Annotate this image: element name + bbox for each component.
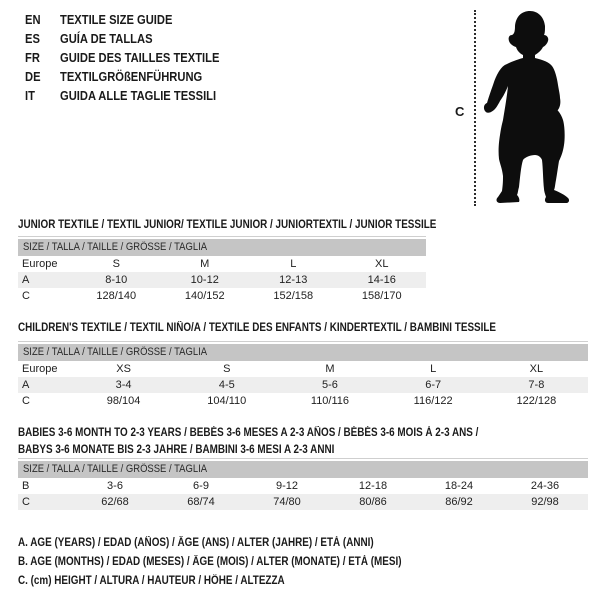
table-row: Europe S M L XL bbox=[18, 256, 426, 272]
junior-table-title-text: JUNIOR TEXTILE / TEXTIL JUNIOR/ TEXTILE … bbox=[18, 219, 437, 231]
language-row: EN TEXTILE SIZE GUIDE bbox=[25, 10, 245, 29]
language-code: EN bbox=[25, 12, 41, 27]
babies-table-title-line1: BABIES 3-6 MONTH TO 2-3 YEARS / BEBÉS 3-… bbox=[18, 427, 479, 439]
children-size-table: SIZE / TALLA / TAILLE / GRÖSSE / TAGLIA … bbox=[18, 341, 588, 409]
value-cell: 62/68 bbox=[72, 494, 158, 510]
language-row: ES GUÍA DE TALLAS bbox=[25, 29, 245, 48]
junior-size-table: SIZE / TALLA / TAILLE / GRÖSSE / TAGLIA … bbox=[18, 236, 426, 304]
table-row: C 62/68 68/74 74/80 80/86 86/92 92/98 bbox=[18, 494, 588, 510]
value-cell: M bbox=[325, 363, 335, 375]
row-label-cell: B bbox=[22, 480, 30, 492]
language-label: GUIDE DES TAILLES TEXTILE bbox=[60, 50, 220, 65]
language-row: FR GUIDE DES TAILLES TEXTILE bbox=[25, 48, 245, 67]
babies-size-table: SIZE / TALLA / TAILLE / GRÖSSE / TAGLIA … bbox=[18, 458, 588, 510]
language-label: TEXTILGRÖßENFÜHRUNG bbox=[60, 69, 203, 84]
language-label: TEXTILE SIZE GUIDE bbox=[60, 12, 173, 27]
legend-line-b: B. AGE (MONTHS) / EDAD (MESES) / ÂGE (MO… bbox=[18, 556, 402, 568]
row-label-cell: Europe bbox=[22, 258, 58, 270]
row-label-cell: C bbox=[22, 290, 30, 302]
value-cell: 98/104 bbox=[106, 395, 141, 407]
value-cell: S bbox=[112, 258, 120, 270]
size-header-label: SIZE / TALLA / TAILLE / GRÖSSE / TAGLIA bbox=[23, 241, 208, 253]
legend-line-c: C. (cm) HEIGHT / ALTURA / HAUTEUR / HÖHE… bbox=[18, 575, 285, 587]
language-row: DE TEXTILGRÖßENFÜHRUNG bbox=[25, 67, 245, 86]
value-cell: 14-16 bbox=[337, 272, 426, 288]
value-cell: XS bbox=[116, 363, 131, 375]
table-row: C 98/104 104/110 110/116 116/122 122/128 bbox=[18, 393, 588, 409]
table-row: A 8-10 10-12 12-13 14-16 bbox=[18, 272, 426, 288]
row-label-cell: C bbox=[22, 395, 30, 407]
legend-line-a: A. AGE (YEARS) / EDAD (AÑOS) / ÂGE (ANS)… bbox=[18, 537, 374, 549]
value-cell: 6-9 bbox=[193, 480, 209, 492]
children-table-title: CHILDREN'S TEXTILE / TEXTIL NIÑO/A / TEX… bbox=[18, 320, 574, 337]
value-cell: 86/92 bbox=[416, 494, 502, 510]
measurement-legend: A. AGE (YEARS) / EDAD (AÑOS) / ÂGE (ANS)… bbox=[18, 534, 464, 591]
value-cell: XL bbox=[375, 258, 389, 270]
value-cell: 158/170 bbox=[361, 290, 402, 302]
table-row: Europe XS S M L XL bbox=[18, 361, 588, 377]
table-row: B 3-6 6-9 9-12 12-18 18-24 24-36 bbox=[18, 478, 588, 494]
value-cell: 152/158 bbox=[273, 290, 314, 302]
row-label-cell: A bbox=[18, 377, 72, 393]
value-cell: 3-4 bbox=[72, 377, 176, 393]
row-label-cell: C bbox=[18, 494, 72, 510]
value-cell: S bbox=[223, 363, 231, 375]
language-row: IT GUIDA ALLE TAGLIE TESSILI bbox=[25, 86, 245, 105]
language-code: DE bbox=[25, 69, 41, 84]
language-code: ES bbox=[25, 31, 40, 46]
value-cell: M bbox=[200, 258, 210, 270]
value-cell: 68/74 bbox=[158, 494, 244, 510]
table-row: C 128/140 140/152 152/158 158/170 bbox=[18, 288, 426, 304]
size-header-bar: SIZE / TALLA / TAILLE / GRÖSSE / TAGLIA bbox=[18, 344, 588, 361]
measure-label-c: C bbox=[455, 104, 465, 119]
language-label: GUIDA ALLE TAGLIE TESSILI bbox=[60, 88, 217, 103]
value-cell: 24-36 bbox=[530, 480, 560, 492]
size-header-bar: SIZE / TALLA / TAILLE / GRÖSSE / TAGLIA bbox=[18, 461, 588, 478]
children-table-title-text: CHILDREN'S TEXTILE / TEXTIL NIÑO/A / TEX… bbox=[18, 322, 497, 334]
value-cell: 128/140 bbox=[96, 290, 137, 302]
value-cell: 92/98 bbox=[502, 494, 588, 510]
row-label-cell: A bbox=[18, 272, 72, 288]
value-cell: 9-12 bbox=[275, 480, 299, 492]
value-cell: 74/80 bbox=[244, 494, 330, 510]
size-header-label: SIZE / TALLA / TAILLE / GRÖSSE / TAGLIA bbox=[23, 463, 208, 475]
value-cell: 7-8 bbox=[484, 377, 588, 393]
babies-table-title: BABIES 3-6 MONTH TO 2-3 YEARS / BEBÉS 3-… bbox=[18, 425, 553, 459]
value-cell: L bbox=[430, 363, 437, 375]
table-top-rule bbox=[18, 236, 426, 237]
size-header-label: SIZE / TALLA / TAILLE / GRÖSSE / TAGLIA bbox=[23, 346, 208, 358]
value-cell: 122/128 bbox=[516, 395, 557, 407]
value-cell: XL bbox=[529, 363, 544, 375]
value-cell: 18-24 bbox=[444, 480, 474, 492]
value-cell: 4-5 bbox=[175, 377, 279, 393]
height-measure-line bbox=[474, 10, 476, 206]
language-code: IT bbox=[25, 88, 35, 103]
value-cell: 80/86 bbox=[330, 494, 416, 510]
baby-silhouette-icon bbox=[483, 11, 570, 203]
value-cell: 6-7 bbox=[381, 377, 485, 393]
value-cell: 12-13 bbox=[249, 272, 338, 288]
value-cell: 12-18 bbox=[358, 480, 388, 492]
size-header-bar: SIZE / TALLA / TAILLE / GRÖSSE / TAGLIA bbox=[18, 239, 426, 256]
value-cell: 104/110 bbox=[207, 395, 247, 407]
row-label-cell: Europe bbox=[22, 363, 58, 375]
junior-table-title: JUNIOR TEXTILE / TEXTIL JUNIOR/ TEXTILE … bbox=[18, 217, 504, 234]
value-cell: 3-6 bbox=[107, 480, 123, 492]
language-code: FR bbox=[25, 50, 40, 65]
babies-table-title-line2: BABYS 3-6 MONATE BIS 2-3 JAHRE / BAMBINI… bbox=[18, 444, 335, 456]
language-label: GUÍA DE TALLAS bbox=[60, 31, 153, 46]
value-cell: 110/116 bbox=[310, 395, 350, 407]
value-cell: 140/152 bbox=[184, 290, 225, 302]
table-row: A 3-4 4-5 5-6 6-7 7-8 bbox=[18, 377, 588, 393]
language-title-block: EN TEXTILE SIZE GUIDE ES GUÍA DE TALLAS … bbox=[25, 10, 245, 105]
table-top-rule bbox=[18, 341, 588, 342]
value-cell: 116/122 bbox=[413, 395, 453, 407]
table-top-rule bbox=[18, 458, 588, 459]
value-cell: 10-12 bbox=[160, 272, 249, 288]
value-cell: 8-10 bbox=[72, 272, 161, 288]
value-cell: 5-6 bbox=[278, 377, 382, 393]
value-cell: L bbox=[290, 258, 297, 270]
